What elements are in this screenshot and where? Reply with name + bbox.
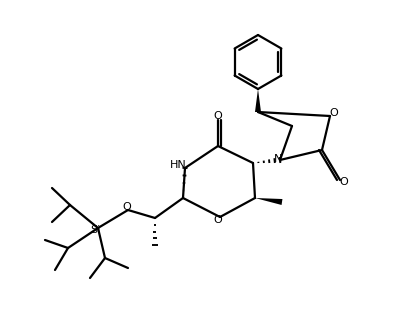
Polygon shape [254, 198, 282, 205]
Text: HN: HN [169, 160, 186, 170]
Text: O: O [213, 215, 222, 225]
Text: O: O [122, 202, 131, 212]
Polygon shape [254, 89, 260, 112]
Text: N: N [273, 154, 281, 164]
Text: O: O [213, 111, 222, 121]
Text: O: O [329, 108, 337, 118]
Text: O: O [339, 177, 347, 187]
Text: Si: Si [90, 225, 100, 235]
